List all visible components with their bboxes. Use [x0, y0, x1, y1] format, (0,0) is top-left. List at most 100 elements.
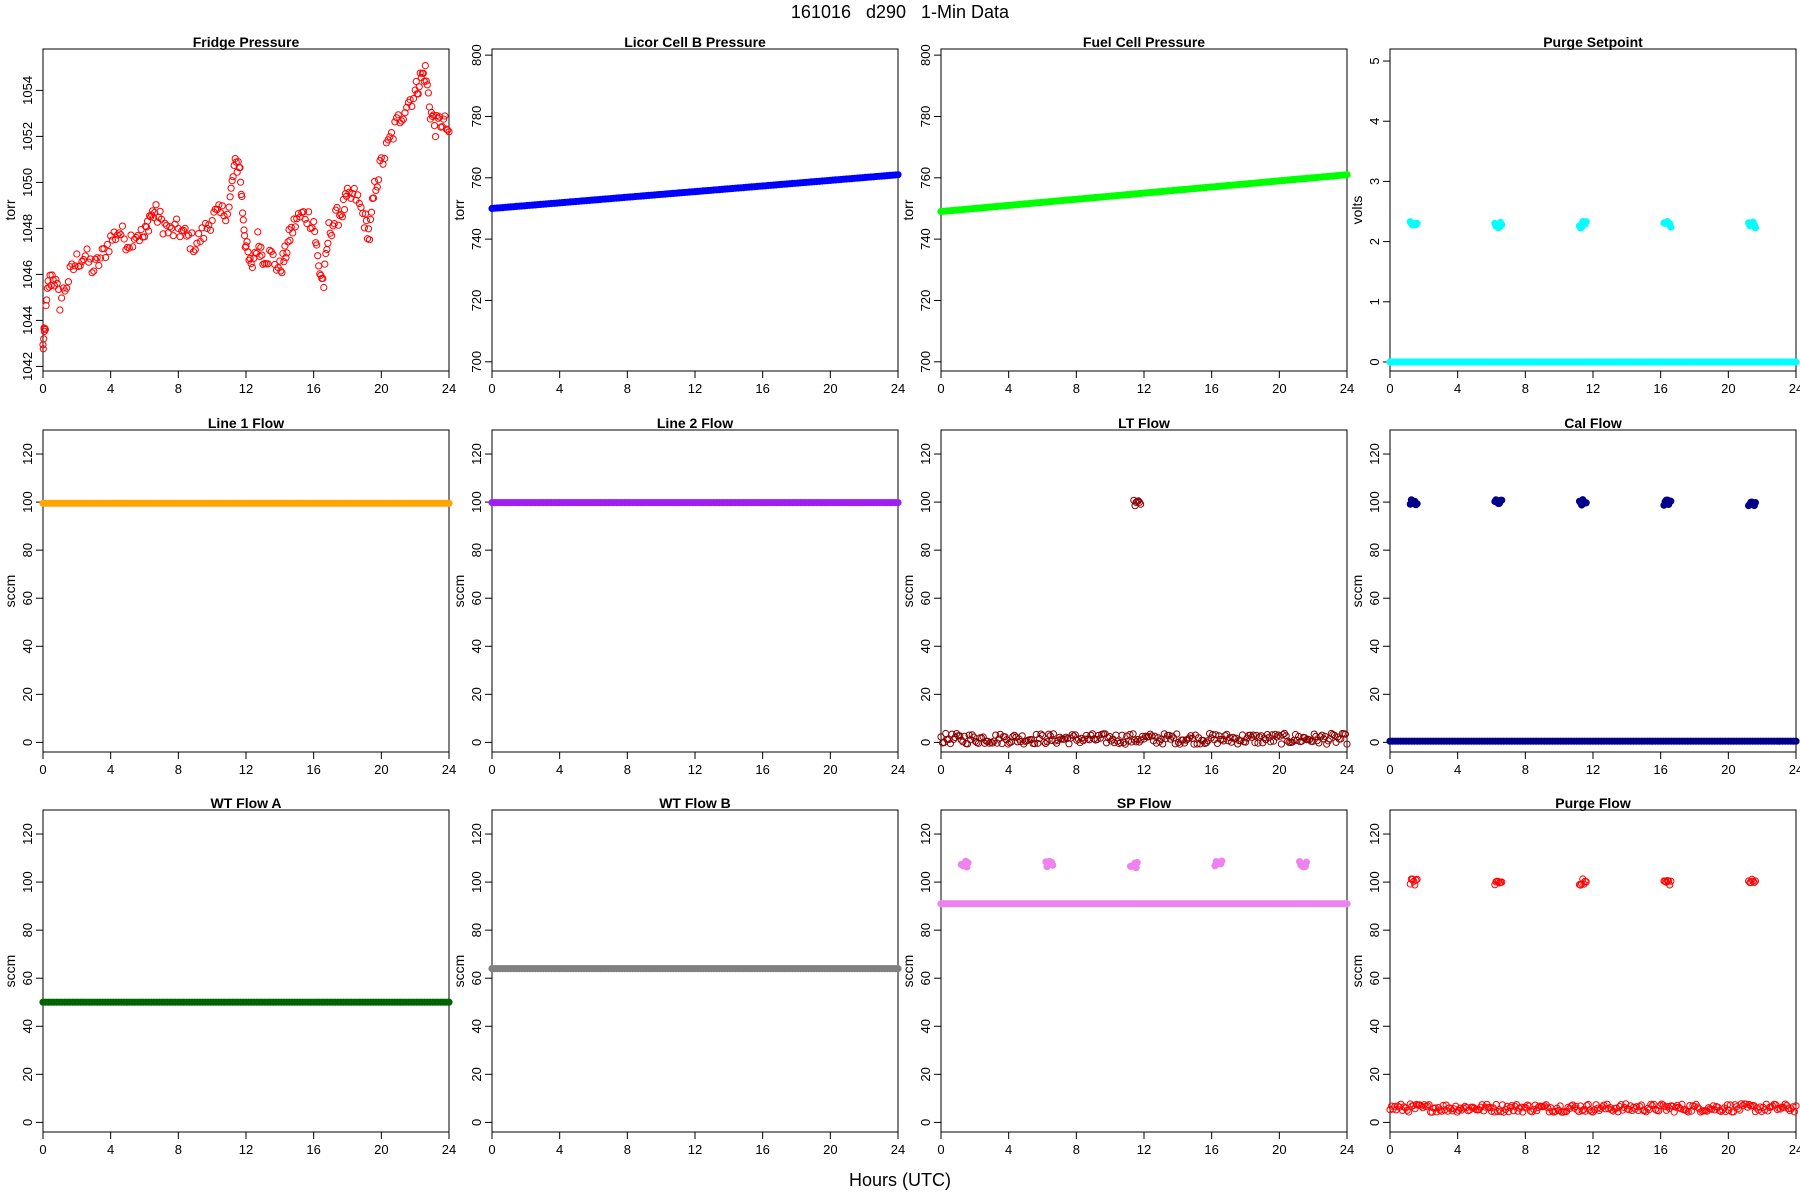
x-tick-label: 24: [442, 381, 456, 396]
x-tick-label: 24: [442, 1142, 456, 1157]
x-tick-label: 16: [1653, 1142, 1667, 1157]
x-tick-label: 16: [1653, 762, 1667, 777]
data-point: [359, 209, 367, 217]
data-point: [52, 275, 60, 284]
y-tick-label: 60: [20, 591, 35, 605]
plot-frame: [940, 48, 1348, 372]
data-point: [289, 229, 297, 237]
data-point: [365, 236, 374, 244]
y-axis-label: sccm: [451, 575, 467, 608]
data-point: [156, 207, 164, 215]
data-point: [421, 62, 429, 70]
x-tick-label: 16: [1653, 381, 1667, 396]
data-point: [445, 499, 453, 507]
data-point: [64, 278, 73, 286]
data-point: [88, 269, 96, 277]
data-point: [1497, 1108, 1505, 1116]
data-point: [394, 111, 402, 119]
data-point: [91, 255, 100, 263]
x-tick-label: 16: [755, 381, 769, 396]
y-tick-label: 80: [1367, 543, 1382, 557]
y-tick-label: 120: [20, 443, 35, 465]
panel-11: Purge Flow sccm 0 4 8 12 16 20 24 0 20 40 60 80 100 120: [1349, 795, 1800, 1157]
data-point: [423, 81, 431, 89]
data-point: [42, 302, 50, 310]
data-point: [1081, 735, 1089, 743]
data-point: [41, 325, 50, 334]
data-point: [1523, 1101, 1532, 1109]
panel-title: Line 1 Flow: [208, 415, 284, 431]
y-tick-label: 120: [1367, 443, 1382, 465]
data-point: [1747, 879, 1755, 887]
y-tick-label: 1: [1367, 298, 1382, 305]
y-axis-label: sccm: [451, 955, 467, 988]
data-point: [1572, 1102, 1580, 1111]
y-tick-label: 100: [918, 871, 933, 893]
panel-title: Fuel Cell Pressure: [1083, 34, 1205, 50]
data-point: [299, 208, 308, 216]
data-point: [1324, 737, 1332, 745]
y-tick-label: 0: [918, 1119, 933, 1126]
x-tick-label: 0: [1386, 1142, 1393, 1157]
data-point: [243, 238, 251, 246]
plot-frame: [42, 809, 450, 1133]
data-point: [241, 232, 249, 240]
data-point: [1137, 736, 1145, 744]
data-point: [244, 248, 252, 256]
data-point: [1423, 1102, 1432, 1110]
panel-title: Line 2 Flow: [657, 415, 733, 431]
data-point: [1293, 736, 1301, 745]
data-point: [95, 261, 103, 270]
data-point: [338, 213, 346, 221]
y-tick-label: 1050: [20, 168, 35, 197]
x-tick-label: 20: [823, 381, 837, 396]
data-point: [1498, 221, 1506, 229]
data-point: [1405, 1108, 1413, 1116]
x-tick-label: 8: [624, 1142, 631, 1157]
data-point: [229, 173, 237, 181]
y-tick-label: 60: [20, 971, 35, 985]
data-point: [334, 221, 342, 229]
y-axis-label: torr: [900, 199, 916, 220]
x-tick-label: 20: [1721, 762, 1735, 777]
y-tick-label: 80: [469, 923, 484, 937]
y-tick-label: 100: [918, 491, 933, 513]
data-point: [945, 735, 953, 744]
data-point: [367, 208, 376, 216]
data-point: [227, 184, 235, 192]
data-point: [333, 203, 341, 212]
x-tick-label: 24: [442, 762, 456, 777]
x-tick-label: 16: [1204, 381, 1218, 396]
data-point: [381, 154, 389, 163]
data-point: [102, 254, 110, 262]
x-tick-label: 0: [937, 762, 944, 777]
y-tick-label: 1052: [20, 122, 35, 151]
plot-frame: [1389, 48, 1797, 372]
plot-frame: [940, 809, 1348, 1133]
y-tick-label: 20: [918, 1067, 933, 1081]
x-tick-label: 16: [306, 1142, 320, 1157]
data-point: [1302, 858, 1311, 866]
y-tick-label: 760: [469, 167, 484, 189]
data-point: [228, 177, 236, 185]
data-point: [993, 739, 1001, 747]
y-tick-label: 60: [469, 591, 484, 605]
data-point: [310, 218, 318, 226]
data-point: [1159, 740, 1167, 748]
data-point: [1117, 739, 1125, 747]
data-point: [968, 731, 976, 739]
data-point: [1212, 731, 1220, 739]
data-point: [1659, 1101, 1667, 1109]
data-point: [399, 115, 407, 123]
y-tick-label: 60: [1367, 971, 1382, 985]
y-tick-label: 80: [20, 923, 35, 937]
data-point: [76, 262, 84, 270]
data-point: [1745, 1100, 1753, 1109]
x-tick-label: 24: [1789, 381, 1800, 396]
data-point: [1578, 1107, 1586, 1115]
data-point: [43, 296, 51, 304]
x-tick-label: 12: [688, 1142, 702, 1157]
y-axis-label: torr: [451, 199, 467, 220]
y-tick-label: 40: [469, 639, 484, 653]
data-point: [1665, 877, 1673, 885]
